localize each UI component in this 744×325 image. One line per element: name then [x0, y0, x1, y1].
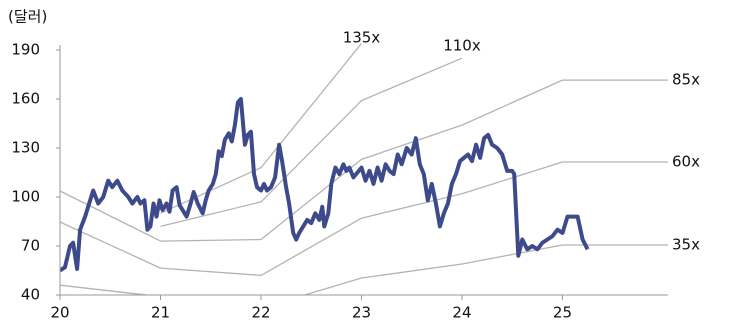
- x-tick-label: 23: [352, 304, 371, 322]
- x-tick-label: 24: [452, 304, 471, 322]
- y-tick-label: 190: [11, 41, 40, 59]
- band-label: 60x: [672, 153, 700, 171]
- price-line: [60, 97, 590, 273]
- y-tick-label: 130: [11, 139, 40, 157]
- band-label: 135x: [343, 29, 381, 47]
- band-label: 35x: [672, 236, 700, 254]
- y-axis-label: (달러): [8, 8, 47, 26]
- band-line: [60, 161, 668, 277]
- band-label: 85x: [672, 71, 700, 89]
- band-line: [60, 244, 668, 295]
- y-tick-label: 40: [21, 286, 40, 304]
- x-tick-label: 20: [50, 304, 69, 322]
- band-line: [60, 79, 668, 242]
- y-tick-label: 70: [21, 237, 40, 255]
- x-tick-label: 22: [251, 304, 270, 322]
- x-tick-label: 21: [151, 304, 170, 322]
- band-line: [160, 57, 463, 228]
- y-tick-label: 100: [11, 188, 40, 206]
- plot-area: [60, 43, 668, 295]
- band-label: 110x: [443, 37, 481, 55]
- x-tick-label: 25: [553, 304, 572, 322]
- y-tick-label: 160: [11, 90, 40, 108]
